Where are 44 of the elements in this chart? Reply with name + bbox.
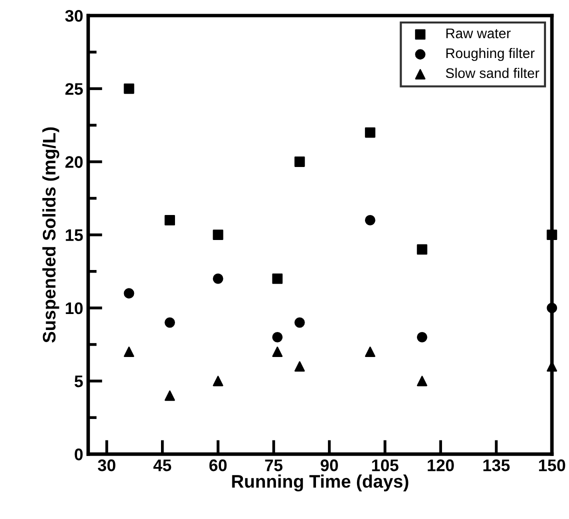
y-tick-label: 5 xyxy=(74,376,83,388)
point xyxy=(212,274,224,284)
legend-label: Raw water xyxy=(446,28,511,38)
x-tick-label: 105 xyxy=(372,459,398,472)
point xyxy=(364,127,376,138)
point xyxy=(124,346,134,357)
legend-label: Slow sand filter xyxy=(446,68,540,78)
y-axis-title: Suspended Solids (mg/L) xyxy=(42,127,60,343)
point xyxy=(272,274,283,284)
x-tick-label: 135 xyxy=(483,459,510,472)
point xyxy=(294,317,305,328)
x-axis-title: Running Time (days) xyxy=(232,474,408,492)
point xyxy=(416,332,428,342)
point xyxy=(124,288,134,299)
point xyxy=(364,215,376,226)
x-tick-label: 120 xyxy=(428,459,454,472)
point xyxy=(294,361,305,372)
point xyxy=(212,376,224,386)
point xyxy=(546,230,558,240)
point xyxy=(416,376,428,386)
point xyxy=(124,83,134,94)
point xyxy=(164,215,176,226)
x-tick-label: 75 xyxy=(265,460,282,472)
x-tick-label: 45 xyxy=(153,460,172,472)
point xyxy=(272,332,283,342)
x-tick-label: 30 xyxy=(98,459,116,472)
y-tick-label: 0 xyxy=(74,448,83,460)
point xyxy=(294,156,305,167)
x-tick-label: 150 xyxy=(539,459,566,472)
point xyxy=(546,302,558,314)
legend-label: Roughing filter xyxy=(446,48,535,61)
x-tick-label: 90 xyxy=(320,459,338,472)
x-tick-label: 60 xyxy=(209,459,227,472)
y-tick-label: 15 xyxy=(66,229,83,242)
point xyxy=(364,346,376,357)
point xyxy=(164,390,176,401)
y-tick-label: 20 xyxy=(65,156,83,168)
point xyxy=(416,244,428,255)
point xyxy=(272,346,283,357)
y-tick-label: 30 xyxy=(65,10,83,22)
y-tick-label: 10 xyxy=(66,302,83,314)
point xyxy=(212,230,224,240)
y-tick-label: 25 xyxy=(65,83,83,95)
point xyxy=(164,317,176,328)
